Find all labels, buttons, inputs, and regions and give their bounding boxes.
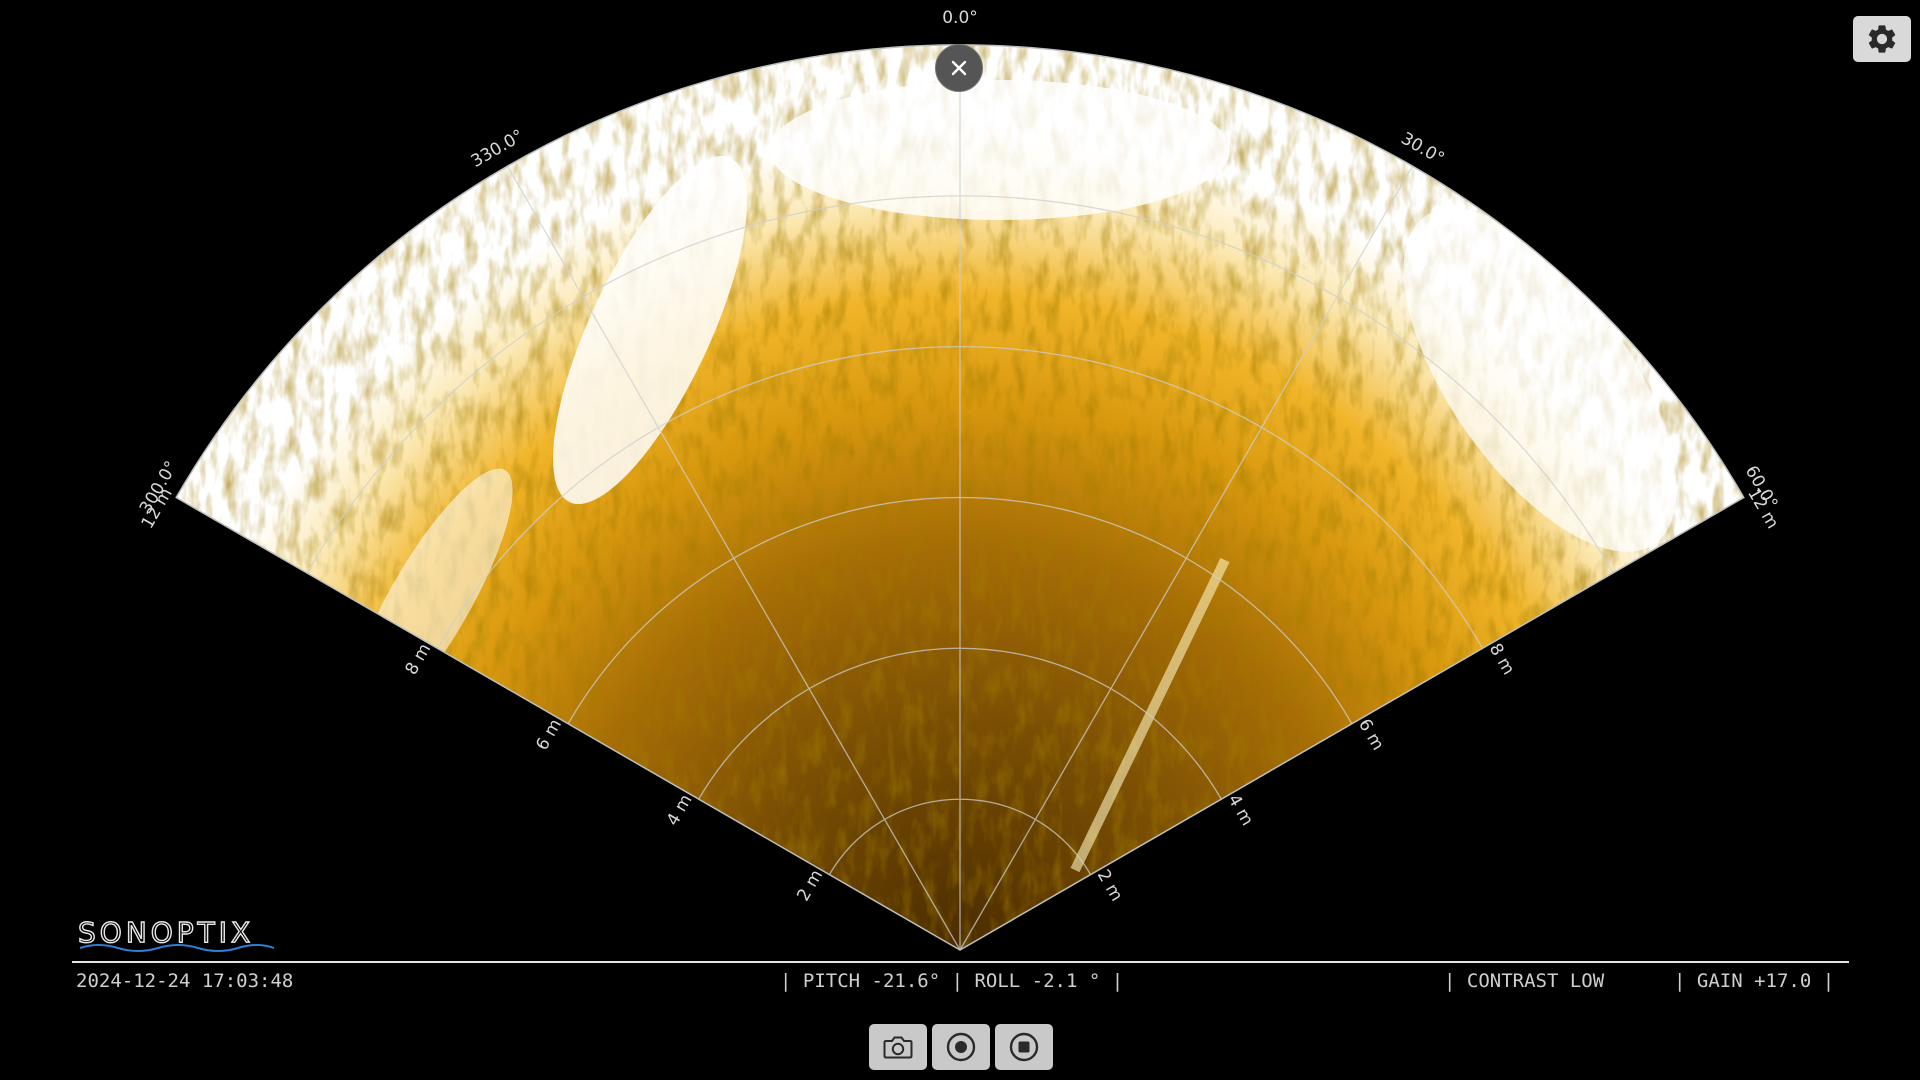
- record-button[interactable]: [932, 1024, 990, 1070]
- record-icon: [946, 1032, 976, 1062]
- logo-text: SONOPTIX: [78, 918, 254, 949]
- range-label-left: 2 m: [793, 866, 827, 904]
- range-label-right: 4 m: [1223, 791, 1257, 829]
- range-label-left: 6 m: [532, 716, 566, 754]
- close-button[interactable]: [935, 44, 983, 92]
- range-grid: [306, 45, 1614, 951]
- gear-icon: [1868, 25, 1896, 53]
- bearing-label: 0.0°: [942, 8, 978, 28]
- range-label-right: 8 m: [1485, 640, 1519, 678]
- close-icon: [951, 60, 967, 76]
- status-bar: 2024-12-24 17:03:48 | PITCH -21.6° | ROL…: [76, 970, 1846, 994]
- contrast-readout: | CONTRAST LOW: [1444, 970, 1605, 992]
- range-label-right: 6 m: [1354, 716, 1388, 754]
- bearing-line: [506, 165, 961, 951]
- settings-button[interactable]: [1853, 16, 1911, 62]
- gain-readout: | GAIN +17.0 |: [1674, 970, 1835, 992]
- snapshot-button[interactable]: [869, 1024, 927, 1070]
- stop-icon: [1009, 1032, 1039, 1062]
- stop-button[interactable]: [995, 1024, 1053, 1070]
- logo: SONOPTIX: [77, 915, 278, 954]
- pitch-roll-readout: | PITCH -21.6° | ROLL -2.1 ° |: [780, 970, 1124, 992]
- range-label-left: 4 m: [663, 791, 697, 829]
- bearing-line: [959, 165, 1414, 951]
- camera-icon: [883, 1036, 913, 1059]
- range-label-right: 12 m: [1743, 485, 1782, 533]
- capture-controls: [869, 1024, 1053, 1070]
- range-label-right: 2 m: [1093, 866, 1127, 904]
- timestamp: 2024-12-24 17:03:48: [76, 970, 294, 992]
- status-divider: [72, 961, 1849, 963]
- range-label-left: 8 m: [402, 640, 436, 678]
